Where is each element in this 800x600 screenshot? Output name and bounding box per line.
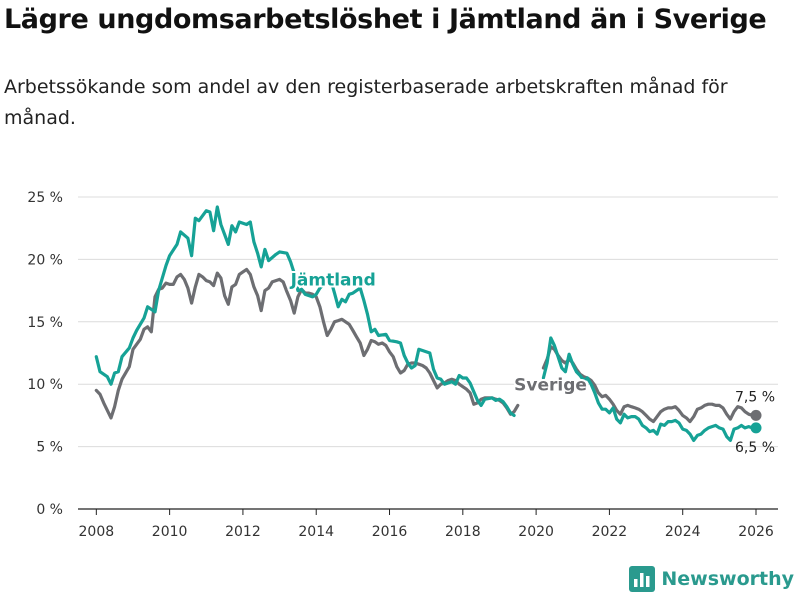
end-value-label-jamtland: 6,5 % [735,440,775,456]
x-tick-label: 2012 [225,524,261,540]
y-tick-label: 15 % [27,315,63,331]
chart-title: Lägre ungdomsarbetslöshet i Jämtland än … [4,4,767,35]
tick-labels: 0 % 5 % 10 % 15 % 20 % 25 % 2008 2010 2012 2014 20… [27,190,773,540]
y-tick-label: 5 % [36,440,63,456]
y-tick-label: 10 % [27,377,63,393]
x-tick-label: 2022 [592,524,628,540]
series-line-jamtland [541,336,758,442]
series-line-jamtland [94,205,516,417]
y-tick-label: 20 % [27,252,63,268]
x-tick-label: 2018 [445,524,481,540]
x-tick-label: 2008 [79,524,115,540]
y-tick-label: 0 % [36,502,63,518]
end-value-label-sverige: 7,5 % [735,389,775,405]
series-line-sverige [94,267,520,420]
end-marker-jamtland [750,422,762,434]
series-label-jamtland: Jämtland [290,271,376,291]
x-tick-label: 2026 [738,524,774,540]
bar-chart-icon [629,566,656,592]
y-tick-label: 25 % [27,190,63,206]
x-tick-label: 2024 [665,524,701,540]
x-tick-label: 2010 [152,524,188,540]
series-label-sverige: Sverige [514,375,587,395]
end-marker-sverige [750,409,762,421]
grid-lines [78,196,778,448]
chart-subtitle: Arbetssökande som andel av den registerb… [4,76,728,129]
brand-logo: Newsworthy [629,566,794,592]
series-label-jamtland-halo: Jämtland [290,271,376,291]
brand-name: Newsworthy [661,568,794,590]
series-label-sverige-halo: Sverige [514,375,587,395]
x-tick-label: 2016 [372,524,408,540]
x-tick-label: 2014 [298,524,334,540]
x-tick-label: 2020 [518,524,554,540]
end-markers [750,409,762,434]
series-lines [94,205,758,442]
